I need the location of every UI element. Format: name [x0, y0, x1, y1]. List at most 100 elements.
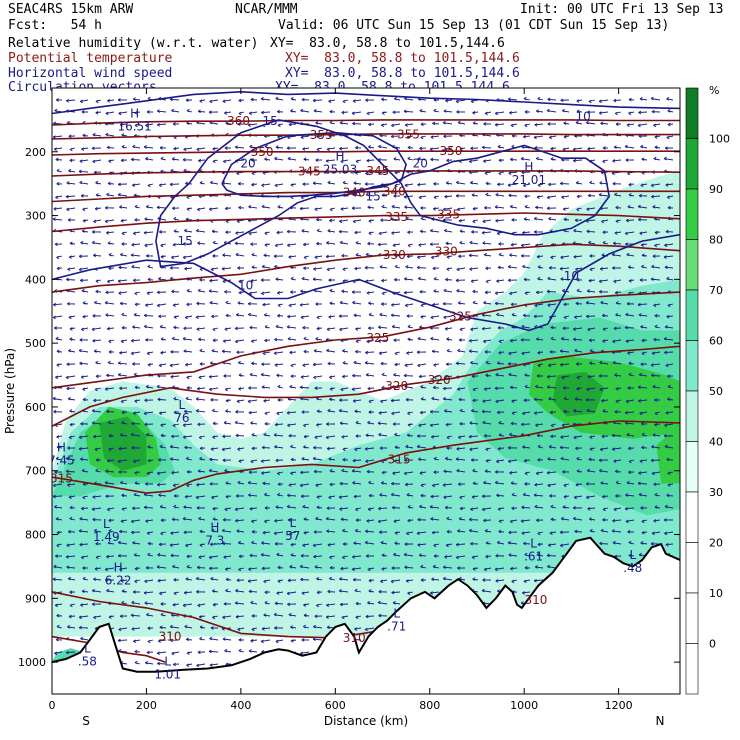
- vector-arrow: [120, 252, 128, 257]
- vector-arrow: [108, 447, 115, 452]
- vector-arrow: [55, 98, 63, 102]
- vector-arrow: [131, 421, 141, 426]
- vector-arrow: [183, 147, 193, 152]
- vector-arrow: [248, 231, 258, 236]
- extremum-value: 16.51: [117, 119, 151, 133]
- vector-arrow: [260, 278, 271, 282]
- vector-arrow: [54, 504, 63, 509]
- vector-arrow: [130, 530, 141, 535]
- vector-arrow: [169, 363, 180, 368]
- vector-arrow: [260, 97, 271, 101]
- vector-arrow: [159, 625, 167, 630]
- vector-arrow: [170, 553, 180, 558]
- vector-arrow: [251, 446, 258, 451]
- vector-arrow: [237, 447, 245, 452]
- vector-arrow: [247, 480, 258, 485]
- vector-arrow: [171, 157, 180, 161]
- y-tick-label: 300: [25, 210, 46, 223]
- vector-arrow: [66, 99, 76, 103]
- vector-arrow: [235, 615, 245, 619]
- vector-arrow: [147, 639, 154, 644]
- theta-label: 360: [227, 114, 250, 128]
- vector-arrow: [132, 540, 141, 545]
- vector-arrow: [119, 123, 128, 127]
- vector-arrow: [238, 638, 245, 642]
- vector-arrow: [251, 361, 258, 366]
- vector-arrow: [224, 289, 232, 294]
- vector-arrow: [67, 576, 76, 581]
- vector-arrow: [145, 384, 154, 389]
- y-axis-title: Pressure (hPa): [3, 348, 17, 434]
- wind-label: 20: [413, 156, 428, 170]
- vector-arrow: [212, 435, 219, 439]
- vector-arrow: [120, 339, 128, 344]
- vector-arrow: [209, 566, 219, 571]
- vector-arrow: [157, 639, 167, 643]
- vector-arrow: [156, 109, 167, 113]
- vector-arrow: [91, 602, 102, 606]
- vector-arrow: [105, 494, 115, 499]
- vector-arrow: [144, 217, 154, 221]
- vector-arrow: [199, 625, 206, 629]
- extremum-value: 57: [285, 529, 300, 543]
- vector-arrow: [250, 459, 258, 464]
- vector-arrow: [248, 589, 258, 594]
- vector-arrow: [146, 351, 154, 356]
- vector-arrow: [156, 471, 167, 476]
- field-rh-xy: XY= 83.0, 58.8 to 101.5,144.6: [270, 36, 505, 51]
- vector-arrow: [173, 315, 180, 319]
- vector-arrow: [93, 615, 102, 620]
- extremum-value: 25.03: [323, 163, 357, 177]
- vector-arrow: [264, 231, 271, 236]
- vector-arrow: [82, 495, 89, 500]
- vector-arrow: [210, 626, 219, 630]
- vector-arrow: [65, 469, 76, 474]
- vector-arrow: [208, 110, 219, 115]
- theta-label: 325: [366, 331, 389, 345]
- vector-arrow: [80, 603, 89, 607]
- vector-arrow: [121, 242, 128, 246]
- vector-arrow: [211, 348, 219, 353]
- vector-arrow: [235, 231, 245, 235]
- vector-arrow: [147, 626, 154, 631]
- theta-label: 335: [437, 207, 460, 221]
- vector-arrow: [147, 458, 154, 463]
- x-tick-label: 200: [136, 699, 157, 712]
- vector-arrow: [182, 423, 193, 427]
- vector-arrow: [143, 411, 154, 416]
- vector-arrow: [132, 325, 141, 329]
- vector-arrow: [209, 457, 219, 462]
- vector-arrow: [225, 230, 232, 235]
- vector-arrow: [56, 613, 63, 618]
- vector-arrow: [209, 207, 219, 212]
- vector-arrow: [56, 543, 63, 548]
- vector-arrow: [173, 494, 180, 498]
- vector-arrow: [156, 205, 167, 210]
- x-tick-label: 1000: [510, 699, 538, 712]
- vector-arrow: [212, 159, 219, 164]
- vector-arrow: [160, 518, 167, 523]
- vector-arrow: [95, 111, 102, 115]
- extremum-mark: L: [629, 548, 636, 562]
- vector-arrow: [132, 183, 141, 187]
- vector-arrow: [78, 435, 89, 440]
- vector-arrow: [134, 566, 141, 571]
- vector-arrow: [196, 663, 206, 668]
- vector-arrow: [238, 567, 245, 572]
- vector-arrow: [199, 348, 206, 353]
- vector-arrow: [160, 602, 167, 606]
- vector-arrow: [105, 290, 115, 295]
- vector-arrow: [224, 206, 232, 211]
- vector-arrow: [69, 327, 76, 331]
- vector-arrow: [237, 627, 245, 632]
- vector-arrow: [221, 447, 232, 452]
- vector-arrow: [79, 361, 89, 366]
- vector-arrow: [262, 302, 271, 307]
- vector-arrow: [66, 386, 76, 391]
- vector-arrow: [144, 579, 154, 584]
- vector-arrow: [251, 265, 258, 269]
- vector-arrow: [221, 349, 232, 354]
- vector-arrow: [223, 555, 232, 559]
- vector-arrow: [238, 290, 245, 295]
- vector-arrow: [130, 338, 141, 343]
